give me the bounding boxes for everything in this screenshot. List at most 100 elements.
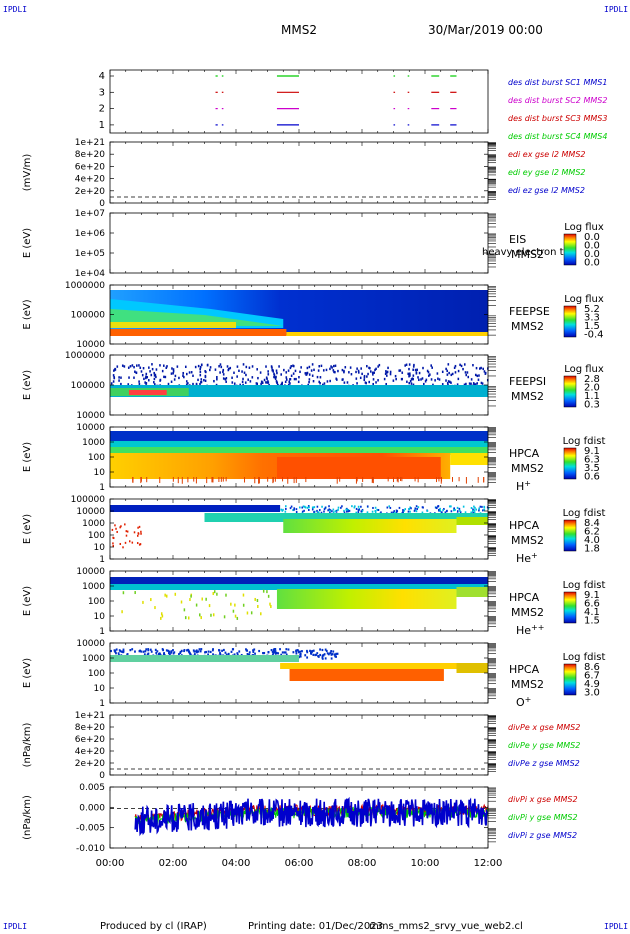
time-axis: 00:00 02:00 04:00 06:00 08:00 10:00 12:00	[96, 858, 503, 869]
spectrogram-pixel	[390, 511, 393, 514]
corner-label-bottom-left: IPDLI	[3, 922, 28, 931]
spectrogram-pixel	[432, 383, 434, 387]
spectrogram-pixel	[198, 648, 201, 651]
spectrogram-pixel	[266, 381, 269, 384]
spectrogram-pixel	[122, 591, 125, 595]
spectrogram-pixel	[475, 508, 478, 511]
spectrogram-pixel	[401, 511, 404, 514]
y-tick-label: 1e+05	[75, 249, 105, 259]
spectrogram-pixel	[459, 363, 461, 367]
spectrogram-pixel	[178, 376, 180, 380]
spectrogram-pixel	[205, 650, 208, 654]
colorbar	[563, 233, 577, 266]
plot-area	[110, 796, 489, 837]
spectrogram-pixel	[306, 651, 309, 654]
spectrogram-pixel	[119, 542, 122, 545]
spectrogram-pixel	[452, 509, 455, 512]
y-axis-label: E (eV)	[22, 228, 33, 258]
spectrogram-pixel	[319, 376, 322, 379]
spectrogram-pixel	[417, 376, 419, 379]
spectrogram-pixel	[326, 380, 329, 383]
spectrogram-pixel	[247, 378, 249, 381]
spectrogram-pixel	[298, 655, 300, 659]
spectrogram-pixel	[466, 371, 469, 374]
spectrogram-pixel	[389, 372, 392, 376]
spectrogram-pixel	[377, 365, 379, 368]
spectrogram-band	[110, 577, 488, 585]
spectrogram-pixel	[245, 649, 248, 652]
spectrogram-pixel	[199, 382, 201, 386]
y-axis-label: E (eV)	[22, 658, 33, 688]
y-tick-label: 1e+21	[75, 711, 105, 721]
spectrogram-pixel	[409, 374, 411, 377]
instrument-label: FEEPSE	[509, 305, 550, 318]
colorbar-title: Log fdist	[563, 436, 606, 447]
spectrogram-pixel	[222, 648, 225, 652]
spectrogram-pixel	[277, 652, 280, 655]
spectrogram-pixel	[330, 365, 332, 368]
plot-area	[110, 431, 488, 484]
spectrogram-pixel	[372, 382, 374, 386]
spectrogram-pixel	[274, 377, 277, 380]
y-tick-label: 100	[88, 669, 105, 679]
spectrogram-pixel	[392, 379, 395, 382]
spectrogram-pixel	[349, 366, 352, 369]
spectrogram-pixel	[331, 366, 333, 369]
spectrogram-pixel	[418, 371, 421, 375]
spectrogram-pixel	[337, 369, 339, 373]
spectrogram-pixel	[374, 511, 377, 514]
spectrogram-pixel	[137, 526, 139, 529]
colorbar	[563, 447, 577, 480]
spectrogram-pixel	[366, 511, 369, 514]
spectrogram-pixel	[280, 653, 283, 656]
spectrogram-pixel	[249, 380, 252, 383]
spectrogram-band	[110, 322, 236, 328]
spectrogram-pixel	[335, 652, 338, 655]
legend-entry: edi ey gse l2 MMS2	[508, 168, 586, 177]
spectrogram-pixel	[355, 507, 358, 510]
spectrogram-pixel	[121, 610, 123, 614]
spectrogram-pixel	[113, 376, 115, 379]
spectrogram-pixel	[303, 509, 305, 512]
spectrogram-pixel	[203, 378, 205, 382]
spectrogram-pixel	[156, 650, 159, 653]
spectrogram-pixel	[293, 377, 296, 381]
spectrogram-pixel	[334, 655, 337, 658]
spectrogram-pixel	[330, 650, 333, 653]
spectrogram-pixel	[335, 509, 338, 512]
spectrogram-pixel	[412, 365, 415, 368]
spectrogram-pixel	[440, 511, 443, 514]
spectrogram-pixel	[454, 371, 457, 374]
time-tick-label: 06:00	[285, 858, 314, 869]
spectrogram-pixel	[375, 381, 377, 384]
spectrogram-pixel	[243, 371, 246, 374]
spectrogram-pixel	[459, 511, 462, 514]
time-tick-label: 12:00	[474, 858, 503, 869]
spectrogram-pixel	[329, 652, 332, 655]
spectrogram-pixel	[160, 616, 162, 620]
spectrogram-pixel	[479, 505, 482, 508]
spectrogram-pixel	[276, 371, 278, 375]
spectrogram-pixel	[374, 509, 377, 512]
spectrogram-pixel	[142, 367, 145, 370]
spectrogram-pixel	[385, 370, 387, 373]
spectrogram-pixel	[298, 376, 300, 379]
spectrogram-pixel	[270, 649, 273, 652]
colorbar	[563, 375, 577, 408]
spectrogram-pixel	[154, 606, 156, 610]
spectrogram-pixel	[309, 649, 311, 652]
spectrogram-pixel	[172, 649, 174, 652]
spectrogram-pixel	[188, 616, 190, 620]
colorbar-tick-label: 8.6	[584, 662, 600, 673]
spectrogram-pixel	[398, 506, 401, 509]
spectrogram-pixel	[233, 653, 236, 656]
spectrogram-pixel	[415, 505, 418, 508]
spectrogram-pixel	[242, 377, 244, 381]
spectrogram-pixel	[145, 372, 148, 376]
spectrogram-pixel	[205, 597, 207, 601]
legend-entry: divPi y gse MMS2	[508, 813, 578, 822]
stacked-plot: 4 3 2 1 des dist burst SC1 MMS1 des dist burs…	[22, 69, 607, 869]
spectrogram-pixel	[306, 649, 308, 653]
spectrogram-pixel	[343, 511, 346, 514]
spectrogram-pixel	[114, 524, 116, 527]
